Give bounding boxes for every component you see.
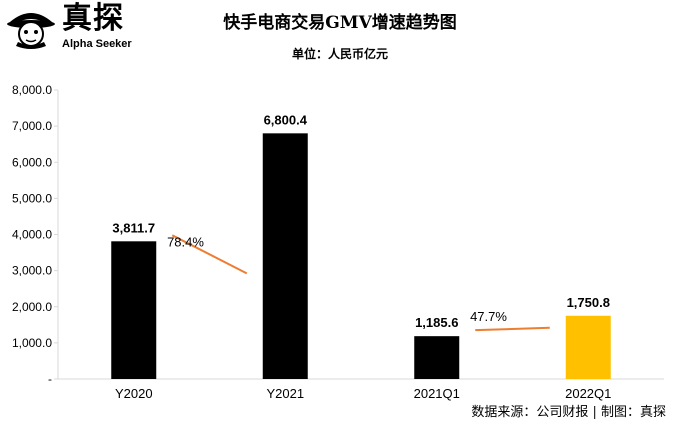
source-note: 数据来源：公司财报 | 制图：真探 bbox=[471, 405, 666, 420]
value-label: 6,800.4 bbox=[264, 112, 308, 127]
brand-tagline: Alpha Seeker bbox=[62, 38, 132, 50]
y-tick-label: 6,000.0 bbox=[12, 155, 52, 169]
x-tick-label: Y2020 bbox=[115, 386, 153, 401]
growth-line bbox=[171, 234, 248, 275]
value-label: 1,750.8 bbox=[567, 295, 610, 310]
bar-2022q1 bbox=[565, 315, 611, 379]
y-tick-label: 7,000.0 bbox=[12, 119, 52, 133]
growth-line bbox=[475, 326, 550, 332]
y-tick-label: 1,000.0 bbox=[12, 336, 52, 350]
x-tick-label: 2022Q1 bbox=[565, 386, 611, 401]
brand-logo: 真探 Alpha Seeker bbox=[4, 2, 164, 58]
bar-y2021 bbox=[262, 133, 308, 379]
y-tick-label: 2,000.0 bbox=[12, 300, 52, 314]
value-label: 3,811.7 bbox=[112, 220, 155, 235]
detective-mascot-icon bbox=[7, 13, 55, 49]
value-label: 1,185.6 bbox=[415, 315, 458, 330]
x-tick-label: Y2021 bbox=[266, 386, 304, 401]
growth-label: 78.4% bbox=[167, 234, 204, 249]
y-tick-label: 4,000.0 bbox=[12, 228, 52, 242]
chart-subtitle: 单位：人民币亿元 bbox=[291, 47, 388, 61]
y-tick-label: 8,000.0 bbox=[12, 83, 52, 97]
bar-2021q1 bbox=[414, 336, 460, 379]
y-tick-label: 5,000.0 bbox=[12, 191, 52, 205]
bar-y2020 bbox=[111, 241, 157, 379]
y-tick-label: - bbox=[48, 372, 52, 386]
x-tick-label: 2021Q1 bbox=[414, 386, 460, 401]
chart-title: 快手电商交易GMV增速趋势图 bbox=[223, 13, 457, 33]
brand-name: 真探 bbox=[62, 1, 124, 36]
growth-label: 47.7% bbox=[470, 309, 507, 324]
y-tick-label: 3,000.0 bbox=[12, 264, 52, 278]
